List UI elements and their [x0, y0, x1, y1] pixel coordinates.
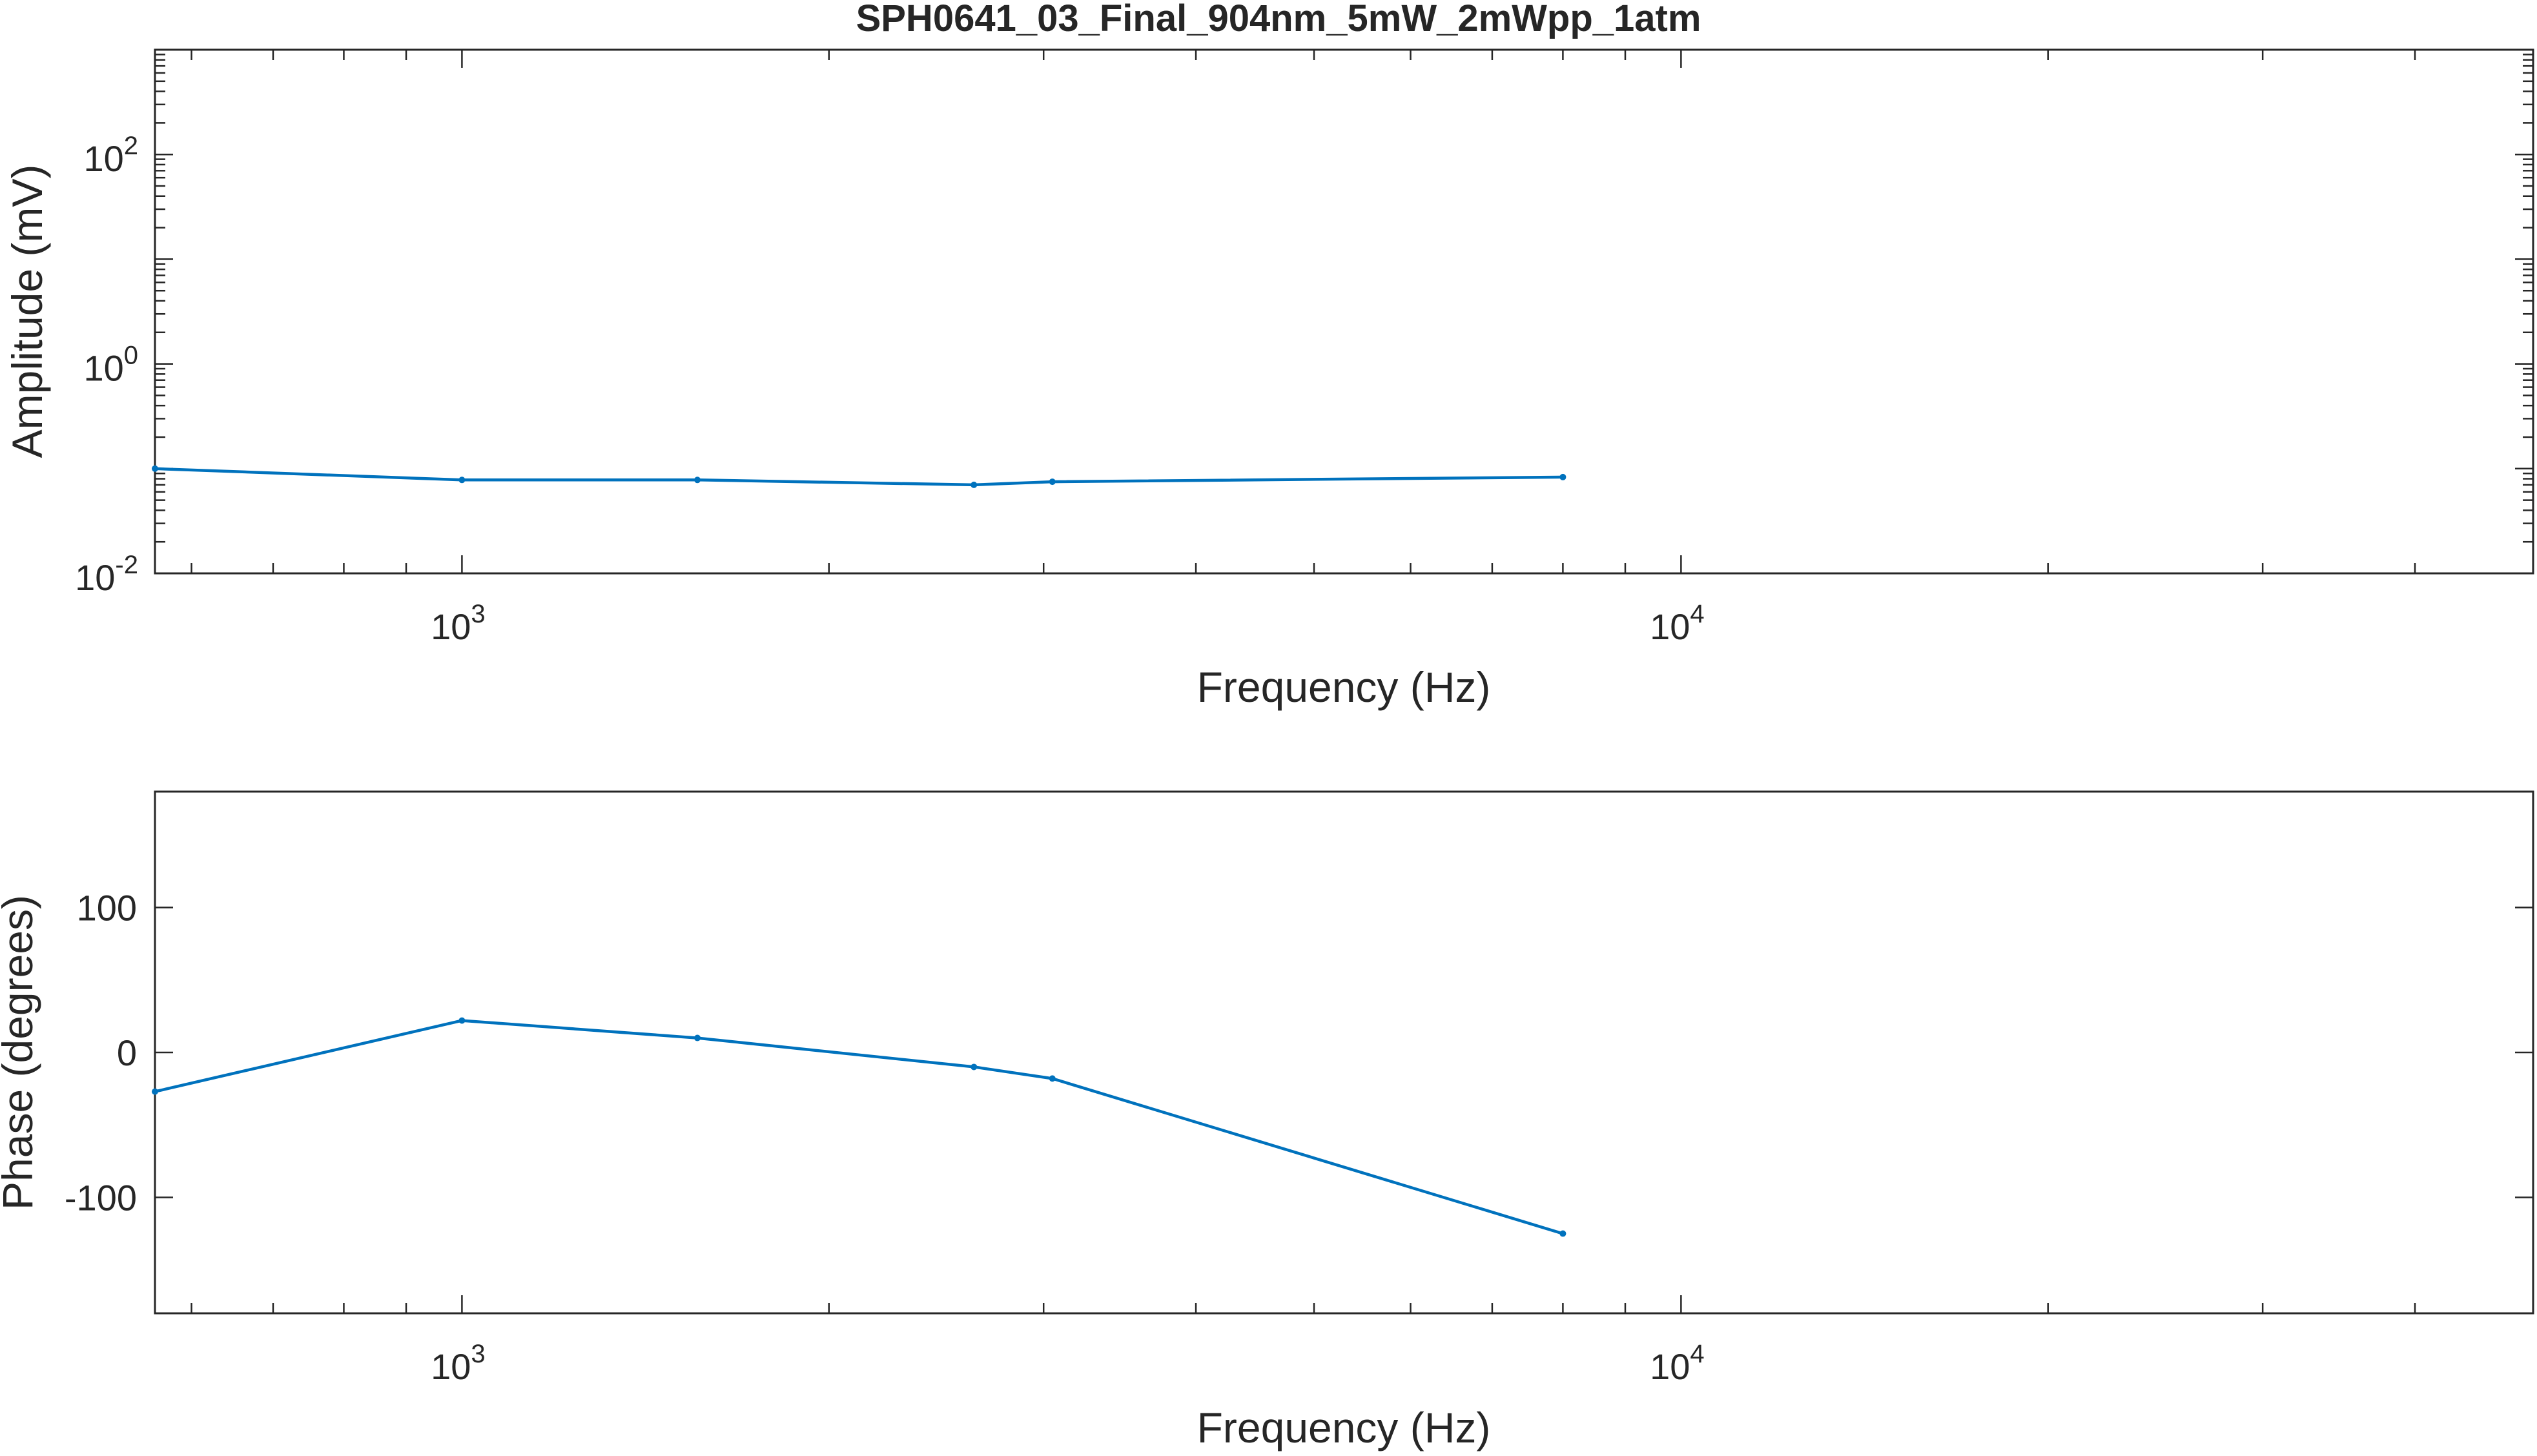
- phase-axes: 103 104 -100 0 100 Frequency (Hz) Phase (deg…: [0, 790, 2534, 1451]
- phase-plot-area: [154, 790, 2534, 1315]
- x-tick-label: 103: [431, 1340, 486, 1387]
- y-tick-label: 100: [83, 342, 138, 389]
- phase-data-point: [1049, 1075, 1056, 1082]
- amplitude-xlabel: Frequency (Hz): [1197, 663, 1491, 711]
- phase-series: [152, 1017, 1566, 1237]
- amplitude-series-line: [154, 467, 1563, 487]
- phase-data-point: [971, 1063, 978, 1071]
- phase-xlabel: Frequency (Hz): [1197, 1404, 1491, 1451]
- x-tick-label: 104: [1650, 1340, 1705, 1387]
- amplitude-data-point: [458, 477, 466, 484]
- x-tick-label: 103: [431, 600, 486, 647]
- phase-data-point: [694, 1034, 701, 1041]
- phase-data-point: [152, 1088, 158, 1095]
- y-tick-label: 10-2: [75, 551, 138, 598]
- figure-title: SPH0641_03_Final_904nm_5mW_2mWpp_1atm: [856, 0, 1701, 39]
- phase-data-point: [1559, 1230, 1566, 1237]
- amplitude-data-point: [694, 477, 701, 484]
- phase-ticks: 103 104 -100 0 100: [65, 888, 2534, 1387]
- amplitude-data-point: [152, 465, 158, 472]
- amplitude-axes: 103 104 10-2 100 102 Frequency (Hz) Amplitud…: [3, 48, 2534, 711]
- amplitude-data-point: [971, 481, 978, 488]
- phase-ylabel: Phase (degrees): [0, 895, 41, 1210]
- y-tick-label: 0: [117, 1032, 137, 1073]
- phase-data-point: [458, 1017, 466, 1024]
- y-tick-label: -100: [65, 1177, 137, 1218]
- phase-series-line: [154, 1019, 1564, 1235]
- amplitude-data-point: [1559, 473, 1566, 480]
- y-tick-label: 102: [83, 132, 138, 179]
- amplitude-ylabel: Amplitude (mV): [3, 165, 51, 458]
- amplitude-data-point: [1049, 478, 1056, 486]
- amplitude-series: [152, 465, 1566, 488]
- y-tick-label: 100: [77, 888, 137, 928]
- amplitude-ticks: 103 104 10-2 100 102: [75, 48, 2534, 647]
- x-tick-label: 104: [1650, 600, 1705, 647]
- amplitude-plot-area: [154, 48, 2534, 575]
